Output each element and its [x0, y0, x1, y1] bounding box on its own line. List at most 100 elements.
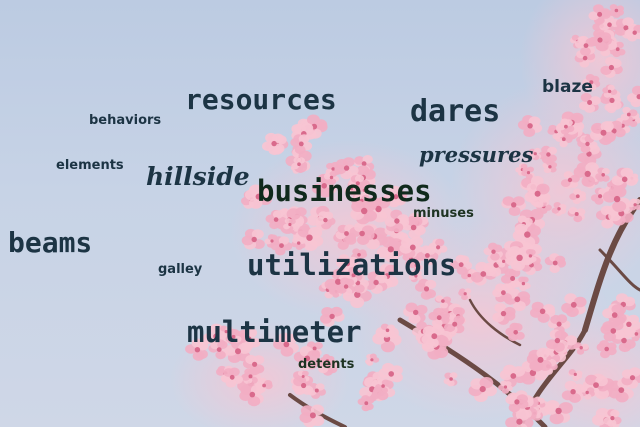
blossom-flower — [379, 323, 395, 338]
blossom-flower — [602, 303, 627, 327]
blossom-flower — [403, 302, 428, 324]
word-multimeter: multimeter — [187, 315, 362, 349]
word-detents: detents — [298, 357, 355, 372]
blossom-flower — [582, 74, 601, 91]
blossom-flower — [320, 354, 335, 368]
blossom-flower — [544, 400, 573, 425]
blossom-flower — [296, 370, 310, 383]
blossom-flower — [561, 380, 585, 403]
blossom-flower — [291, 157, 308, 172]
blossom-flower — [561, 293, 587, 318]
word-minuses: minuses — [413, 206, 474, 221]
blossom-flower — [334, 157, 359, 180]
blossom-flower — [627, 85, 640, 108]
blossom-flower — [567, 207, 586, 223]
blossom-flower — [365, 353, 380, 366]
blossom-flower — [588, 4, 611, 25]
word-utilizations: utilizations — [247, 248, 457, 282]
word-businesses: businesses — [257, 174, 432, 208]
blossom-flower — [602, 84, 618, 98]
blossom-flower — [526, 347, 552, 372]
word-galley: galley — [158, 262, 203, 277]
blossom-flower — [551, 202, 567, 216]
blossom-flower — [620, 106, 638, 123]
blossom-flower — [384, 209, 410, 233]
blossom-flower — [383, 185, 408, 208]
blossom-flower — [323, 170, 339, 185]
blossom-flower — [596, 340, 617, 359]
blossom-flower — [600, 320, 626, 342]
blossom-flower — [492, 303, 516, 325]
blossom-flower — [621, 367, 640, 389]
blossom-flower — [492, 283, 512, 303]
blossom-flower — [521, 166, 535, 180]
blossom-flower — [290, 134, 313, 155]
blossom-flower — [505, 392, 529, 413]
blossom-flower — [225, 328, 242, 345]
word-dares: dares — [410, 94, 501, 129]
blossom-flower — [483, 242, 503, 261]
blossom-flower — [450, 254, 473, 275]
blossom-flower — [241, 368, 258, 384]
blossom-flower — [556, 118, 575, 135]
blossom-flower — [600, 56, 623, 78]
blossom-flower — [568, 369, 583, 381]
blossom-flower — [517, 115, 543, 137]
blossom-flower — [515, 276, 531, 291]
blossom-flower — [538, 145, 557, 164]
blossom-flower — [421, 324, 447, 349]
blossom-flower — [443, 372, 458, 387]
blossom-flower — [221, 367, 244, 388]
blossom-flower — [337, 277, 356, 296]
blossom-flower — [349, 222, 375, 245]
blossom-flower — [602, 185, 631, 213]
blossom-flower — [242, 354, 265, 376]
blossom-flower — [524, 182, 551, 207]
blossom-flower — [299, 404, 325, 427]
blossom-flower — [293, 346, 321, 371]
blossom-flower — [185, 338, 209, 361]
blossom-flower — [399, 236, 425, 259]
blossom-flower — [239, 383, 264, 407]
blossom-flower — [244, 184, 272, 209]
blossom-flower — [505, 322, 525, 342]
blossom-flower — [415, 278, 437, 300]
blossom-flower — [522, 249, 537, 263]
blossom-flower — [208, 340, 229, 360]
blossom-flower — [616, 314, 640, 336]
blossom-flower — [376, 236, 406, 263]
word-behaviors: behaviors — [89, 113, 162, 128]
blossom-flower — [428, 307, 450, 328]
blossom-flower — [595, 167, 610, 182]
blossom-flower — [498, 380, 513, 394]
blossom-flower — [547, 314, 571, 335]
blossom-flower — [364, 271, 388, 294]
blossom-flower — [496, 254, 511, 268]
blossom-flower — [315, 211, 336, 230]
blossom-flower — [608, 4, 624, 18]
blossom-flower — [544, 253, 567, 274]
blossom-flower — [499, 364, 527, 388]
blossom-flower — [265, 209, 287, 230]
blossom-flower — [512, 223, 541, 248]
blossom-flower — [434, 295, 451, 309]
blossom-flower — [294, 226, 324, 251]
blossom-flower — [574, 35, 597, 56]
blossom-flower — [501, 196, 526, 216]
blossom-flower — [416, 245, 439, 266]
blossom-flowers — [185, 4, 640, 427]
word-pressures: pressures — [419, 142, 534, 167]
blossom-flower — [241, 228, 265, 250]
blossom-flower — [283, 218, 297, 232]
word-resources: resources — [185, 83, 337, 116]
blossom-flower — [530, 301, 556, 323]
blossom-flower — [273, 332, 299, 357]
word-hillside: hillside — [146, 162, 250, 191]
blossom-flower — [590, 121, 616, 146]
blossom-flower — [458, 288, 472, 301]
blossom-flower — [262, 132, 285, 156]
blossom-flower — [292, 375, 314, 395]
blossom-flower — [611, 167, 638, 190]
